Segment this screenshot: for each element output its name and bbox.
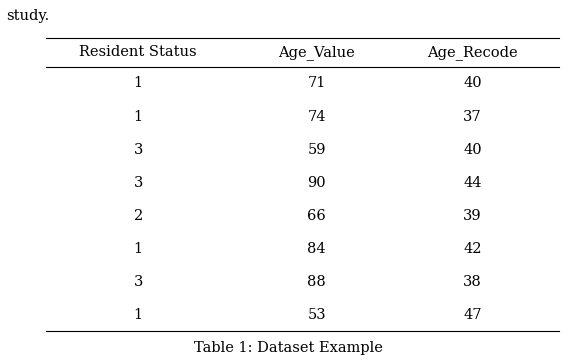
Text: 59: 59: [308, 143, 326, 156]
Text: 1: 1: [134, 76, 143, 90]
Text: Age_Recode: Age_Recode: [427, 45, 518, 60]
Text: 40: 40: [463, 143, 482, 156]
Text: 38: 38: [463, 275, 482, 289]
Text: 39: 39: [463, 209, 482, 223]
Text: 84: 84: [308, 242, 326, 256]
Text: 1: 1: [134, 110, 143, 123]
Text: 66: 66: [308, 209, 326, 223]
Text: 40: 40: [463, 76, 482, 90]
Text: Resident Status: Resident Status: [79, 46, 197, 59]
Text: 88: 88: [308, 275, 326, 289]
Text: 1: 1: [134, 308, 143, 322]
Text: Table 1: Dataset Example: Table 1: Dataset Example: [194, 341, 382, 354]
Text: 3: 3: [134, 143, 143, 156]
Text: 53: 53: [308, 308, 326, 322]
Text: 1: 1: [134, 242, 143, 256]
Text: 90: 90: [308, 176, 326, 190]
Text: 37: 37: [463, 110, 482, 123]
Text: 71: 71: [308, 76, 326, 90]
Text: 3: 3: [134, 176, 143, 190]
Text: 74: 74: [308, 110, 326, 123]
Text: Age_Value: Age_Value: [278, 45, 355, 60]
Text: 2: 2: [134, 209, 143, 223]
Text: 47: 47: [463, 308, 482, 322]
Text: 42: 42: [463, 242, 482, 256]
Text: 3: 3: [134, 275, 143, 289]
Text: 44: 44: [463, 176, 482, 190]
Text: study.: study.: [6, 9, 49, 23]
